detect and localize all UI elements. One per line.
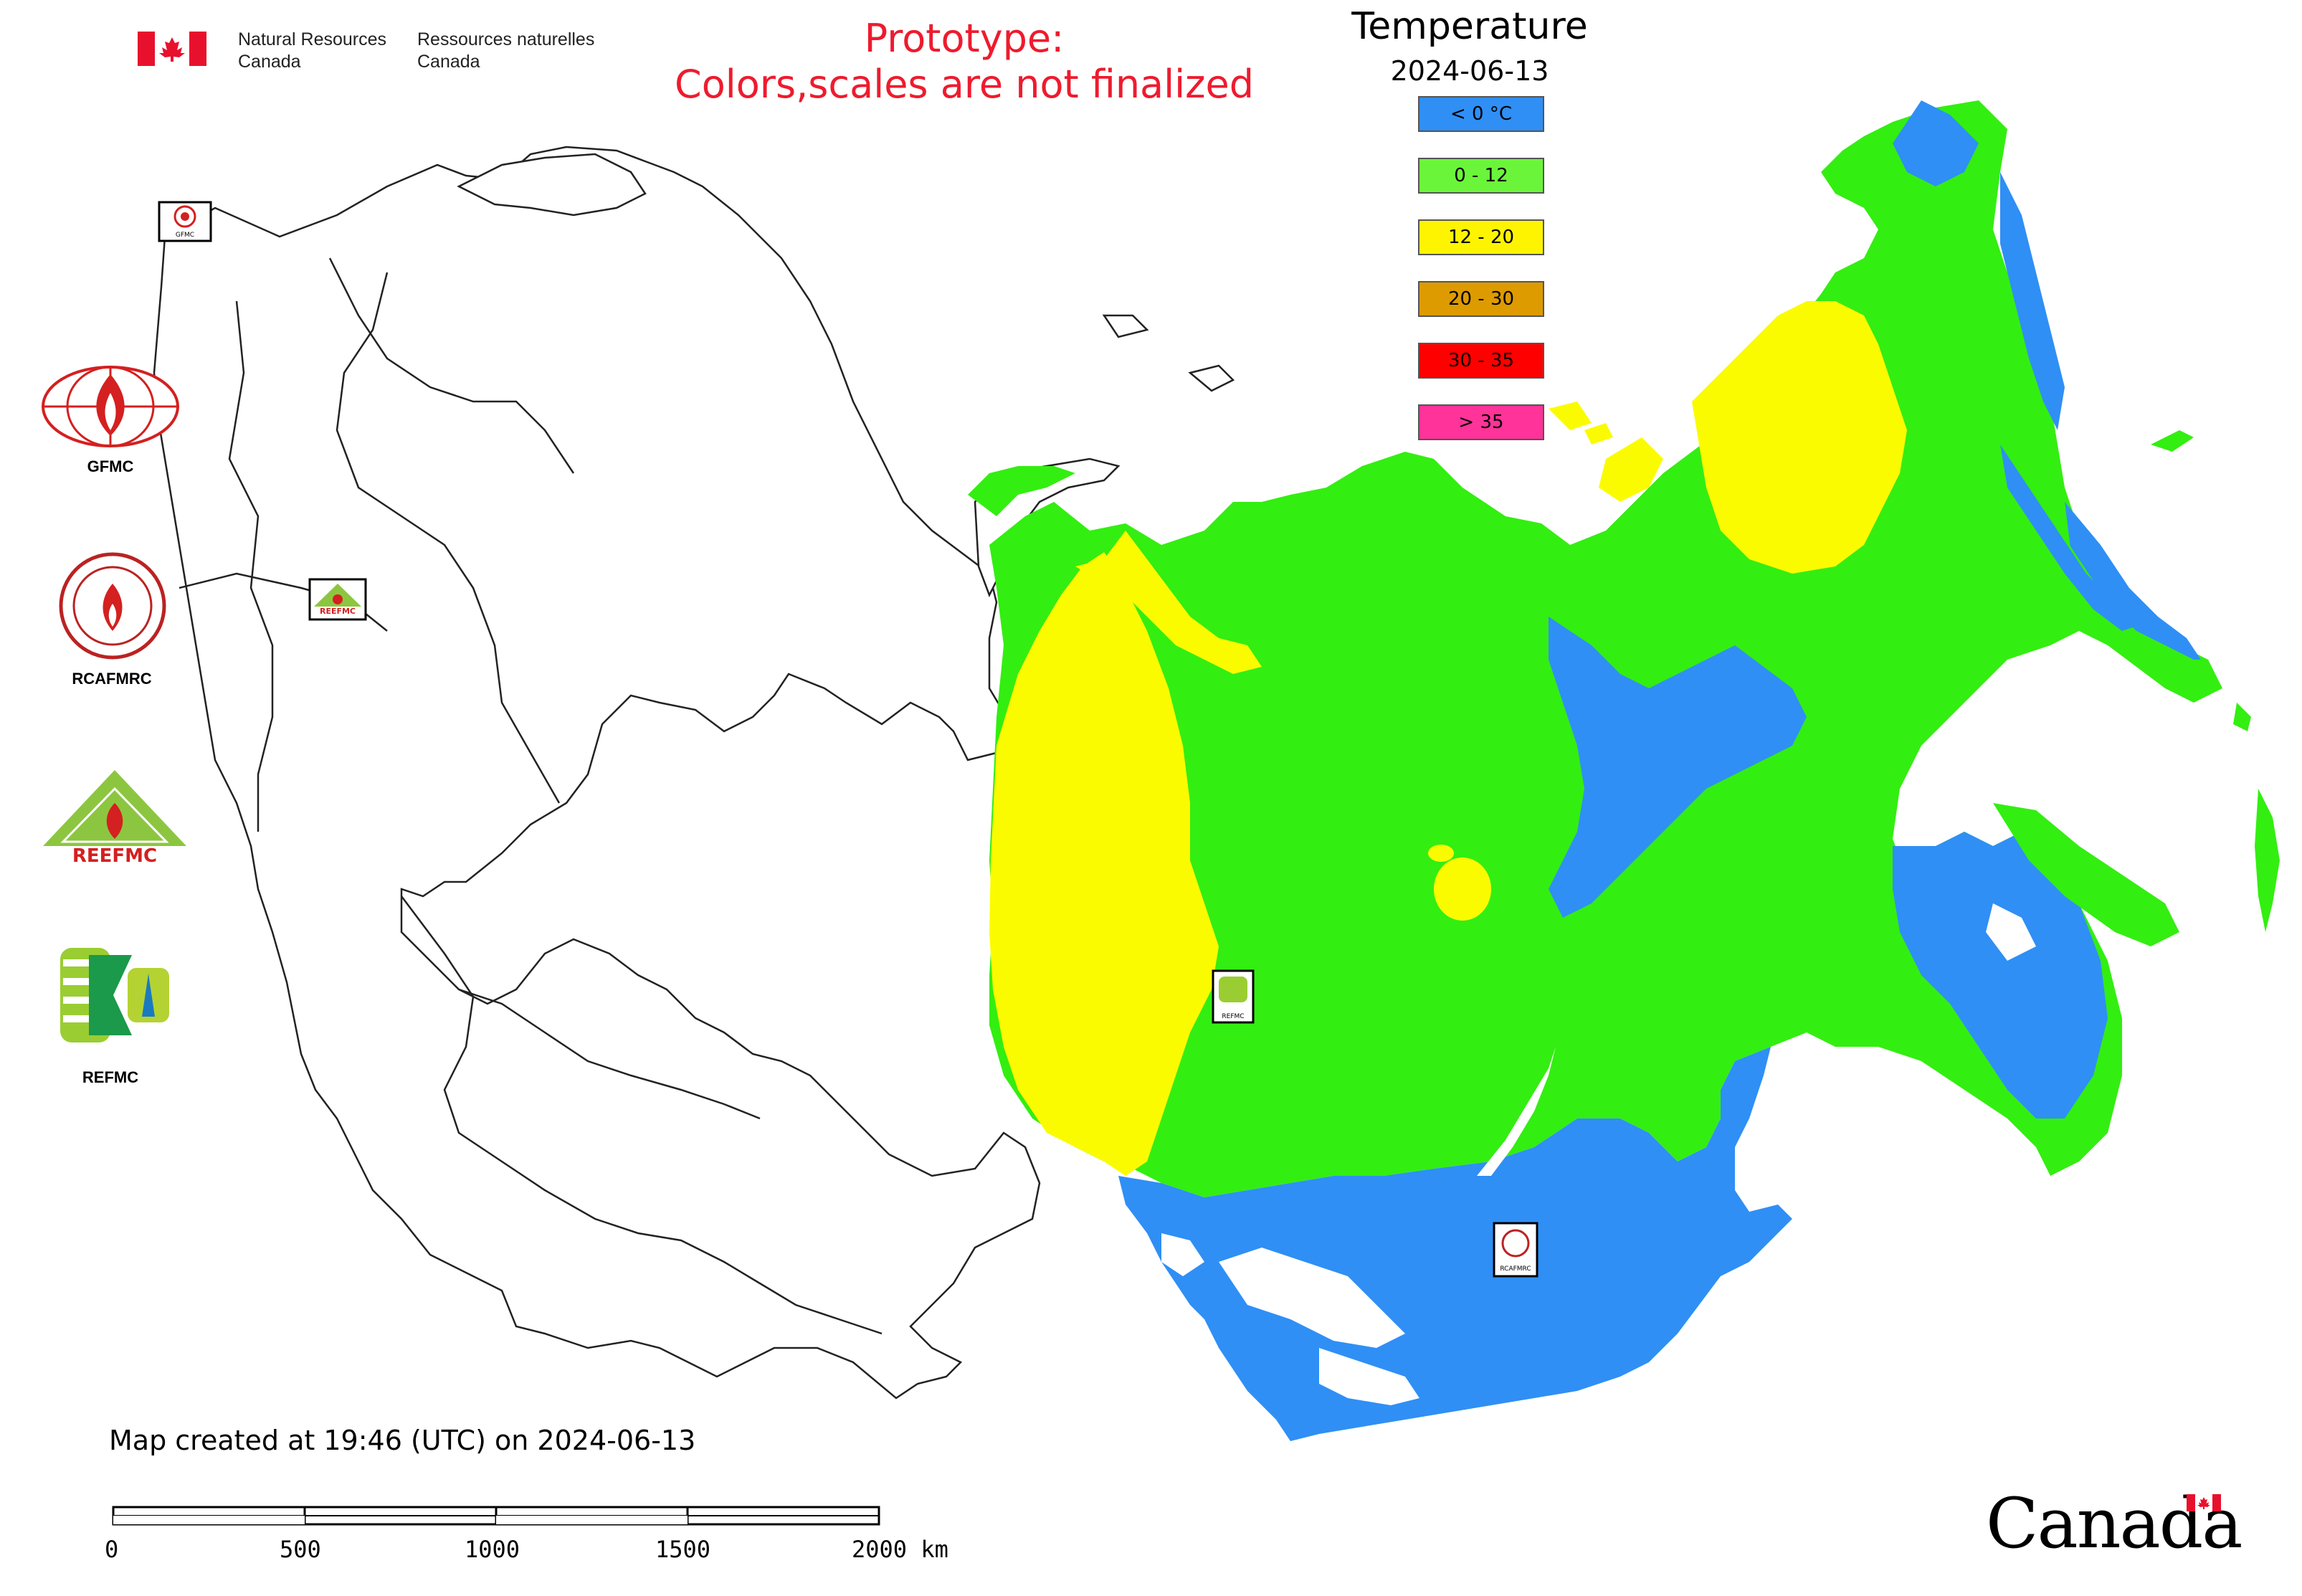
legend-item: 20 - 30 bbox=[1418, 281, 1544, 317]
wordmark-flag-icon bbox=[2187, 1494, 2221, 1511]
rcafmrc-logo-icon bbox=[59, 552, 166, 660]
scale-tick-1000: 1000 bbox=[465, 1536, 520, 1563]
scale-tick-500: 500 bbox=[280, 1536, 321, 1563]
canada-flag-icon bbox=[138, 32, 206, 66]
gfmc-logo-icon bbox=[42, 366, 179, 447]
marker-rcafmrc-label: RCAFMRC bbox=[1500, 1265, 1531, 1273]
temperature-raster bbox=[968, 100, 2280, 1441]
svg-text:REEFMC: REEFMC bbox=[72, 845, 157, 867]
partner-label-rcafmrc: RCAFMRC bbox=[72, 670, 152, 688]
marker-reefmc-label: REEFMC bbox=[320, 607, 356, 616]
legend-date: 2024-06-13 bbox=[1390, 55, 1549, 87]
reefmc-logo-icon: REEFMC bbox=[37, 770, 192, 867]
department-en-line1: Natural Resources bbox=[238, 29, 387, 49]
department-fr-line2: Canada bbox=[417, 52, 480, 72]
marker-gfmc-label: GFMC bbox=[176, 232, 194, 239]
legend-title: Temperature bbox=[1351, 5, 1588, 48]
map-created-text: Map created at 19:46 (UTC) on 2024-06-13 bbox=[109, 1425, 696, 1456]
prototype-notice-line1: Prototype: bbox=[864, 16, 1065, 61]
scale-bar bbox=[112, 1506, 880, 1526]
legend-item: < 0 °C bbox=[1418, 96, 1544, 132]
legend-item: 12 - 20 bbox=[1418, 219, 1544, 255]
department-name-fr: Ressources naturelles Canada bbox=[417, 29, 594, 73]
marker-rcafmrc: RCAFMRC bbox=[1493, 1222, 1538, 1278]
legend-item: 0 - 12 bbox=[1418, 158, 1544, 194]
scale-tick-2000: 2000 km bbox=[852, 1536, 948, 1563]
scale-tick-1500: 1500 bbox=[655, 1536, 711, 1563]
department-fr-line1: Ressources naturelles bbox=[417, 29, 595, 49]
marker-gfmc: GFMC bbox=[158, 201, 212, 242]
department-en-line2: Canada bbox=[238, 52, 301, 72]
partner-label-gfmc: GFMC bbox=[87, 457, 134, 475]
refmc-logo-icon bbox=[60, 948, 172, 1042]
prototype-notice: Prototype: Colors,scales are not finaliz… bbox=[631, 16, 1298, 108]
legend-item: > 35 bbox=[1418, 404, 1544, 440]
department-name-en: Natural Resources Canada bbox=[238, 29, 386, 73]
legend-item: 30 - 35 bbox=[1418, 343, 1544, 379]
marker-refmc-label: REFMC bbox=[1222, 1013, 1244, 1020]
marker-reefmc: REEFMC bbox=[308, 578, 367, 621]
partner-label-refmc: REFMC bbox=[82, 1068, 139, 1086]
scale-tick-0: 0 bbox=[105, 1536, 119, 1563]
prototype-notice-line2: Colors,scales are not finalized bbox=[675, 62, 1254, 107]
marker-refmc: REFMC bbox=[1212, 969, 1255, 1024]
centre-markers: GFMC REEFMC REFMC RCAFMRC bbox=[158, 201, 1538, 1278]
